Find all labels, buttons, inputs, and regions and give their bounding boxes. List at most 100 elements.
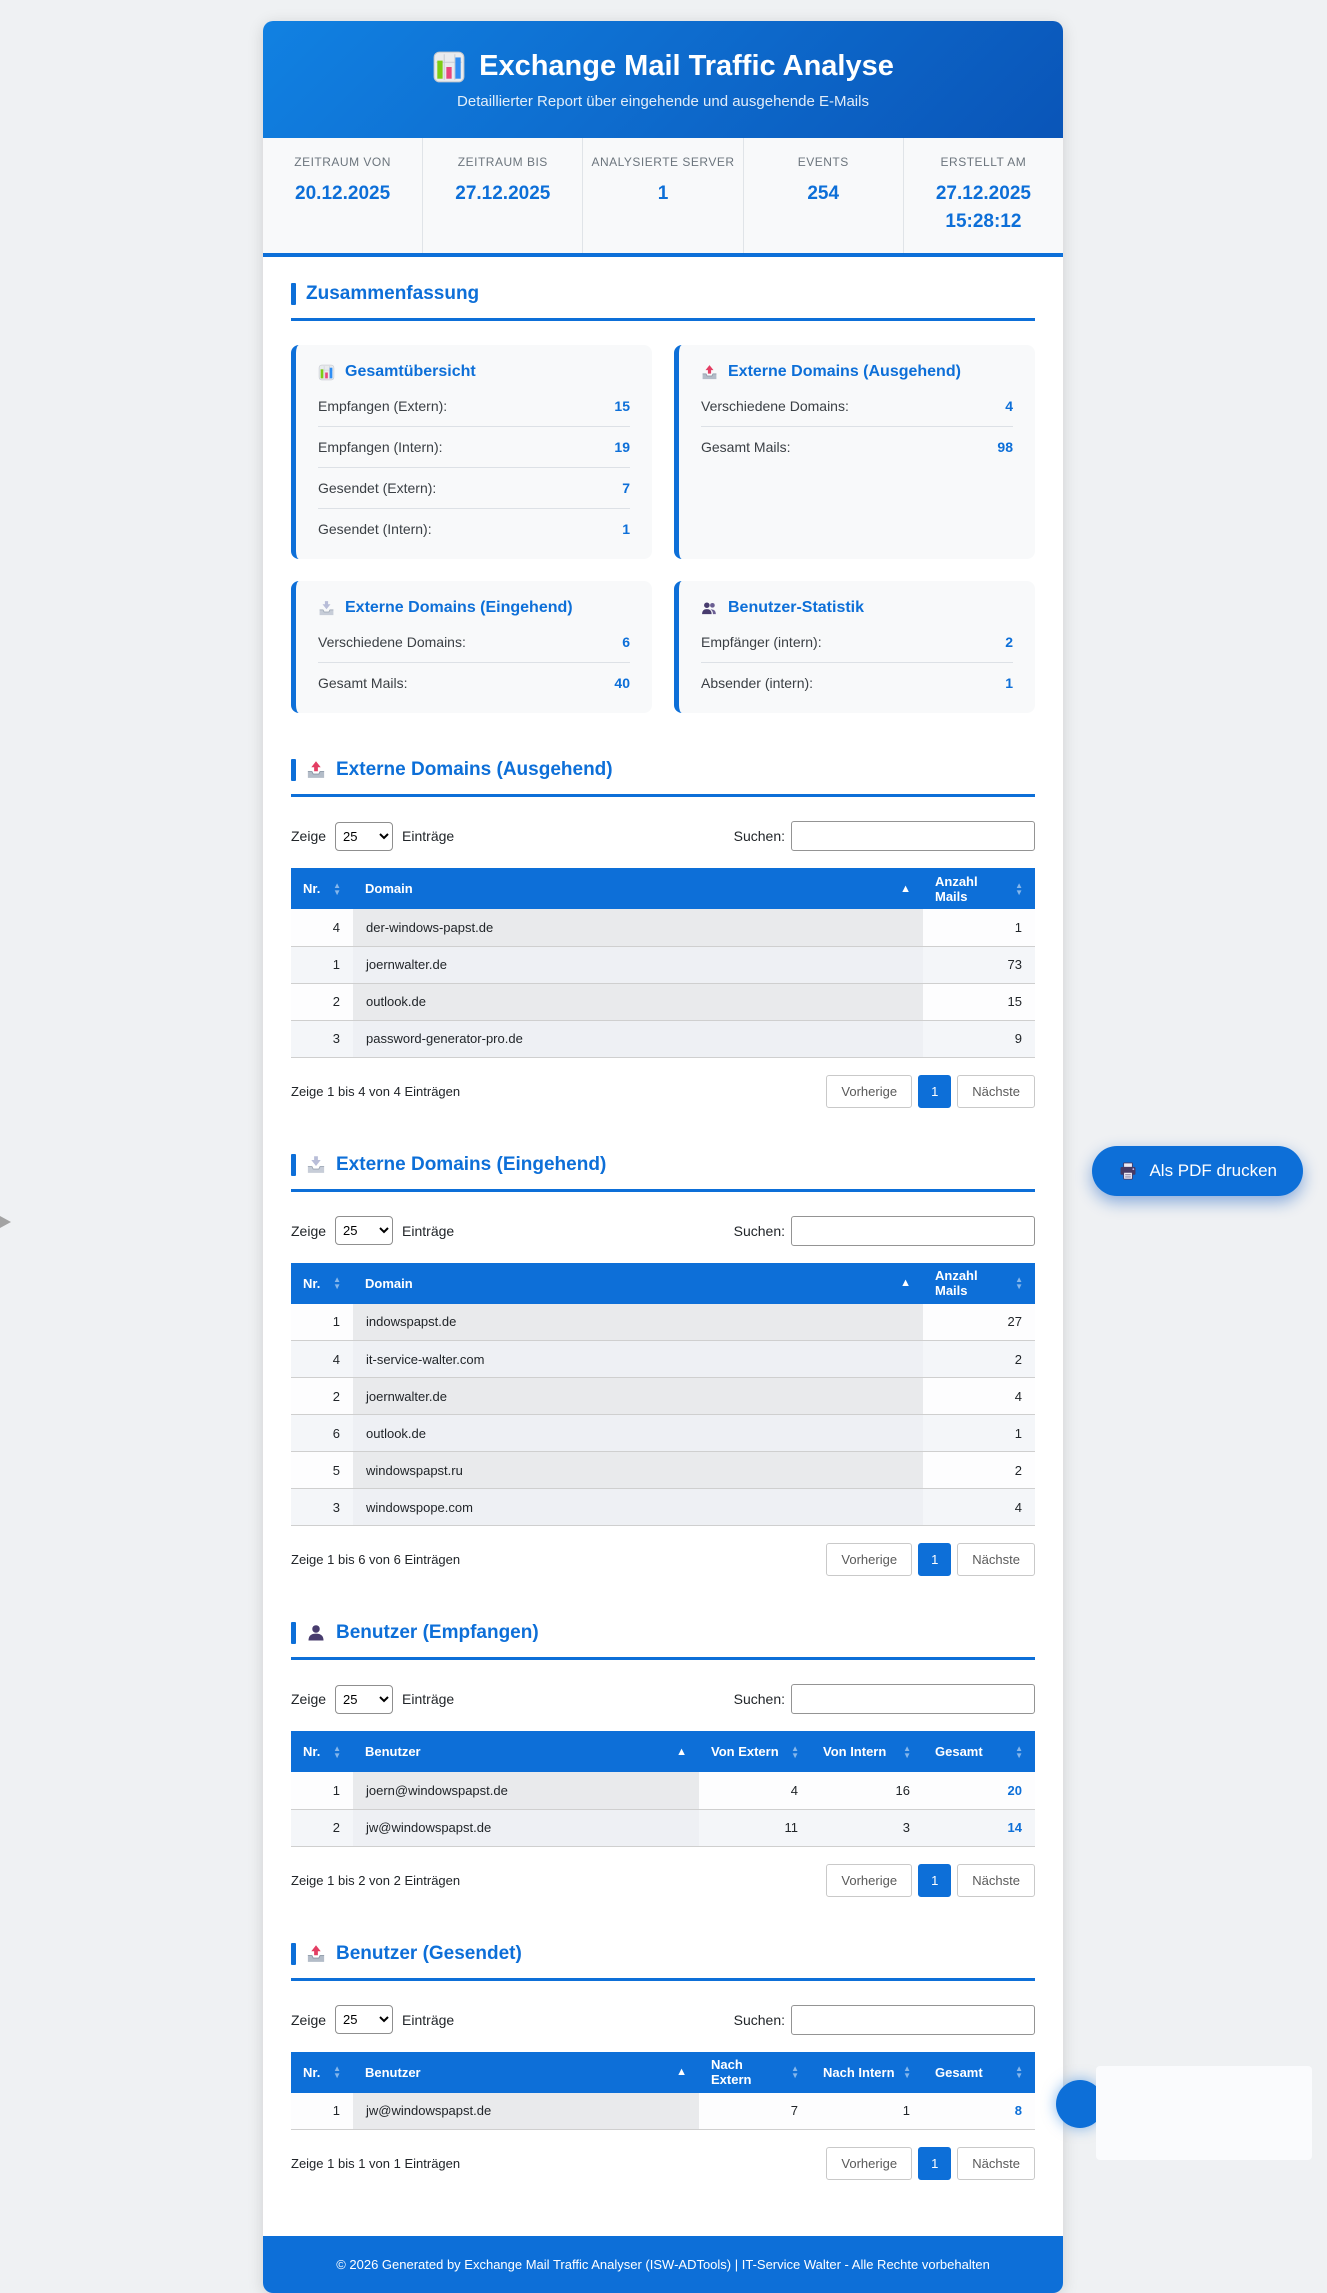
bar-chart-icon xyxy=(432,50,466,84)
section-accent-bar xyxy=(291,1153,296,1176)
sort-up-arrow: ▲ xyxy=(903,2064,911,2074)
column-header-label: Nach Intern xyxy=(823,2064,895,2080)
pagination: Vorherige 1 Nächste xyxy=(826,1074,1035,1108)
current-page-button[interactable]: 1 xyxy=(918,1074,952,1108)
white-overlay-panel xyxy=(1096,2066,1312,2160)
column-header-inner: Nach Extern ▲ ▼ xyxy=(711,2057,799,2087)
sort-down-arrow: ▼ xyxy=(903,2071,911,2081)
sort-ascending-icon: ▲ xyxy=(676,2066,687,2079)
page-size-select[interactable]: 25 xyxy=(335,1216,394,1246)
sort-up-arrow: ▲ xyxy=(333,880,341,890)
column-header[interactable]: Von Extern ▲ ▼ xyxy=(699,1731,811,1773)
sort-up-arrow: ▲ xyxy=(791,1743,799,1753)
summary-stat-row: Empfangen (Intern): 19 xyxy=(318,427,630,469)
column-header[interactable]: Nr. ▲ ▼ xyxy=(291,868,353,910)
page-size-select[interactable]: 25 xyxy=(335,1684,394,1714)
summary-stat-row: Gesendet (Extern): 7 xyxy=(318,468,630,510)
report-content: Zusammenfassung Gesamtübersicht Empfangen… xyxy=(263,257,1063,2236)
table-info: Zeige 1 bis 2 von 2 Einträgen xyxy=(291,1872,461,1888)
table-cell: 2 xyxy=(291,983,353,1021)
sort-up-arrow: ▲ xyxy=(1015,1275,1023,1285)
summary-stat-label: Gesamt Mails: xyxy=(701,439,791,456)
column-header[interactable]: Domain ▲ xyxy=(353,868,923,910)
search-input[interactable] xyxy=(791,2004,1035,2035)
stat-value: 1 xyxy=(657,183,669,204)
page-size-prefix-label: Zeige xyxy=(291,1222,327,1239)
page-size-select[interactable]: 25 xyxy=(335,821,394,851)
summary-stat-value: 6 xyxy=(622,634,630,651)
table-cell: 6 xyxy=(291,1414,353,1453)
column-header[interactable]: Gesamt ▲ ▼ xyxy=(923,1731,1035,1773)
table-cell: windowspapst.ru xyxy=(353,1451,923,1490)
table-cell: it-service-walter.com xyxy=(353,1340,923,1379)
prev-page-button[interactable]: Vorherige xyxy=(826,1074,913,1108)
table-footer: Zeige 1 bis 1 von 1 Einträgen Vorherige 1 N… xyxy=(291,2147,1035,2181)
column-header-inner: Benutzer ▲ xyxy=(365,1744,687,1759)
search-input[interactable] xyxy=(791,821,1035,852)
table-cell: der-windows-papst.de xyxy=(353,909,923,947)
print-pdf-button[interactable]: Als PDF drucken xyxy=(1092,1146,1303,1196)
column-header[interactable]: Gesamt ▲ ▼ xyxy=(923,2051,1035,2093)
summary-stat-row: Verschiedene Domains: 4 xyxy=(701,386,1013,428)
summary-stat-row: Verschiedene Domains: 6 xyxy=(318,622,630,664)
current-page-button[interactable]: 1 xyxy=(918,1543,952,1577)
table-cell: 1 xyxy=(923,909,1035,947)
summary-stat-label: Empfangen (Intern): xyxy=(318,439,443,456)
page-size-select[interactable]: 25 xyxy=(335,2005,394,2035)
column-header-inner: Benutzer ▲ xyxy=(365,2065,687,2080)
column-header[interactable]: Von Intern ▲ ▼ xyxy=(811,1731,923,1773)
table-cell: joernwalter.de xyxy=(353,1377,923,1416)
summary-stat-row: Gesamt Mails: 98 xyxy=(701,427,1013,467)
report-card: Exchange Mail Traffic Analyse Detaillier… xyxy=(263,21,1063,2293)
sort-down-arrow: ▼ xyxy=(333,2071,341,2081)
column-header[interactable]: Benutzer ▲ xyxy=(353,2051,699,2093)
column-header[interactable]: Nr. ▲ ▼ xyxy=(291,2051,353,2093)
search-control: Suchen: xyxy=(734,1684,1035,1715)
section-accent-bar xyxy=(291,759,296,782)
column-header[interactable]: Benutzer ▲ xyxy=(353,1731,699,1773)
next-page-button[interactable]: Nächste xyxy=(957,1543,1035,1577)
stat-label: ZEITRAUM BIS xyxy=(457,155,548,169)
sort-down-arrow: ▼ xyxy=(903,1750,911,1760)
table-row: 2 jw@windowspapst.de 11 3 14 xyxy=(291,1809,1035,1847)
summary-stat-row: Empfänger (intern): 2 xyxy=(701,622,1013,664)
column-header-label: Benutzer xyxy=(365,1744,421,1760)
current-page-button[interactable]: 1 xyxy=(918,1863,952,1897)
section-accent-bar xyxy=(291,1622,296,1645)
summary-stat-label: Gesendet (Extern): xyxy=(318,480,437,497)
sort-down-arrow: ▼ xyxy=(333,1750,341,1760)
table-cell: 5 xyxy=(291,1451,353,1490)
table-row: 1 joernwalter.de 73 xyxy=(291,946,1035,984)
sort-down-arrow: ▼ xyxy=(1015,1282,1023,1292)
next-page-button[interactable]: Nächste xyxy=(957,1074,1035,1108)
column-header[interactable]: Nach Intern ▲ ▼ xyxy=(811,2051,923,2093)
column-header[interactable]: Anzahl Mails ▲ ▼ xyxy=(923,868,1035,910)
table-section-title: Externe Domains (Ausgehend) xyxy=(336,759,613,781)
table-cell: 4 xyxy=(699,1772,811,1810)
current-page-button[interactable]: 1 xyxy=(918,2147,952,2181)
prev-page-button[interactable]: Vorherige xyxy=(826,2147,913,2181)
column-header[interactable]: Nach Extern ▲ ▼ xyxy=(699,2051,811,2093)
table-cell: indowspapst.de xyxy=(353,1303,923,1342)
prev-page-button[interactable]: Vorherige xyxy=(826,1543,913,1577)
sort-up-arrow: ▲ xyxy=(1015,2064,1023,2074)
search-label: Suchen: xyxy=(733,828,785,845)
search-input[interactable] xyxy=(791,1215,1035,1246)
sort-both-icon: ▲ ▼ xyxy=(1015,1744,1023,1759)
search-input[interactable] xyxy=(791,1684,1035,1715)
sort-up-arrow: ▲ xyxy=(1015,880,1023,890)
prev-page-button[interactable]: Vorherige xyxy=(826,1863,913,1897)
next-page-button[interactable]: Nächste xyxy=(957,2147,1035,2181)
search-control: Suchen: xyxy=(733,821,1035,852)
column-header[interactable]: Nr. ▲ ▼ xyxy=(291,1731,353,1773)
summary-stat-value: 15 xyxy=(614,398,630,415)
next-page-button[interactable]: Nächste xyxy=(957,1863,1035,1897)
table-section-0: Externe Domains (Ausgehend) Zeige 25 Einträ… xyxy=(291,759,1035,1108)
bar-chart-icon xyxy=(318,364,335,381)
column-header[interactable]: Nr. ▲ ▼ xyxy=(291,1262,353,1304)
table-row: 1 indowspapst.de 27 xyxy=(291,1303,1035,1342)
summary-stat-row: Absender (intern): 1 xyxy=(701,663,1013,703)
column-header[interactable]: Anzahl Mails ▲ ▼ xyxy=(923,1262,1035,1304)
column-header[interactable]: Domain ▲ xyxy=(353,1262,923,1304)
summary-card-title-text: Externe Domains (Ausgehend) xyxy=(728,363,961,381)
